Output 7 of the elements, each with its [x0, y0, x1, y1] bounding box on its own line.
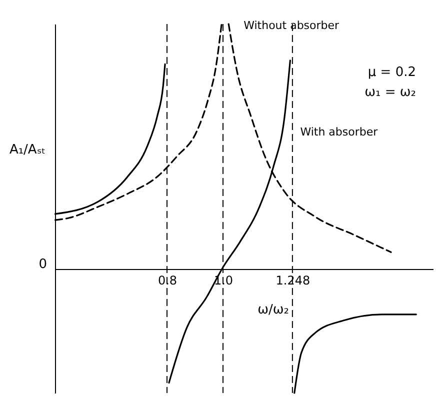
annotation: ω₁ = ω₂ [364, 84, 416, 100]
text: Without absorber [244, 19, 340, 32]
text: 0 [38, 256, 47, 272]
series-label: With absorber [300, 125, 378, 138]
y-axis-title: A₁/Aₛₜ [9, 142, 46, 158]
x-axis-title: ω/ω₂ [258, 302, 289, 318]
annotation: μ = 0.2 [368, 64, 416, 80]
